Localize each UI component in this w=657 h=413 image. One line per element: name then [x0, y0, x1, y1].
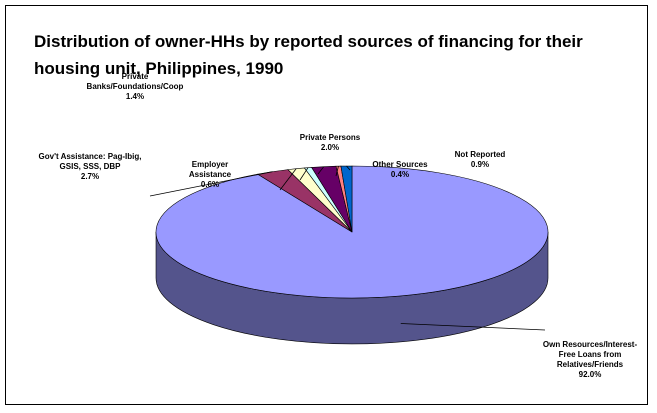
label-name: Employer Assistance [188, 160, 232, 179]
label-value: 2.7% [80, 172, 100, 181]
data-label: Gov't Assistance: Pag-Ibig, GSIS, SSS, D… [30, 152, 150, 182]
label-name: Own Resources/Interest-Free Loans from R… [542, 340, 638, 369]
label-name: Other Sources [372, 160, 428, 169]
leader-line [149, 171, 273, 197]
data-label: Employer Assistance 0.6% [170, 160, 250, 190]
data-label: Own Resources/Interest-Free Loans from R… [540, 340, 640, 380]
frame [5, 5, 648, 405]
label-value: 0.4% [390, 170, 410, 179]
data-label: Private Persons 2.0% [290, 133, 370, 153]
data-label: Not Reported 0.9% [440, 150, 520, 170]
label-name: Private Persons [299, 133, 361, 142]
leader-line [299, 167, 309, 181]
label-value: 0.9% [470, 160, 490, 169]
data-label: Private Banks/Foundations/Coop 1.4% [85, 72, 185, 102]
pie-slice [340, 165, 353, 233]
leader-line [400, 323, 546, 331]
label-name: Not Reported [454, 150, 506, 159]
label-value: 2.0% [320, 143, 340, 152]
label-value: 0.6% [200, 180, 220, 189]
label-value: 1.4% [125, 92, 145, 101]
data-label: Other Sources 0.4% [370, 160, 430, 180]
label-name: Gov't Assistance: Pag-Ibig, GSIS, SSS, D… [38, 152, 142, 171]
label-name: Private Banks/Foundations/Coop [86, 72, 184, 91]
label-value: 92.0% [578, 370, 602, 379]
leader-line [279, 168, 297, 191]
chart-title: Distribution of owner-HHs by reported so… [34, 32, 583, 78]
leader-line [317, 166, 325, 175]
leader-line [346, 165, 351, 171]
leader-line [335, 166, 339, 177]
